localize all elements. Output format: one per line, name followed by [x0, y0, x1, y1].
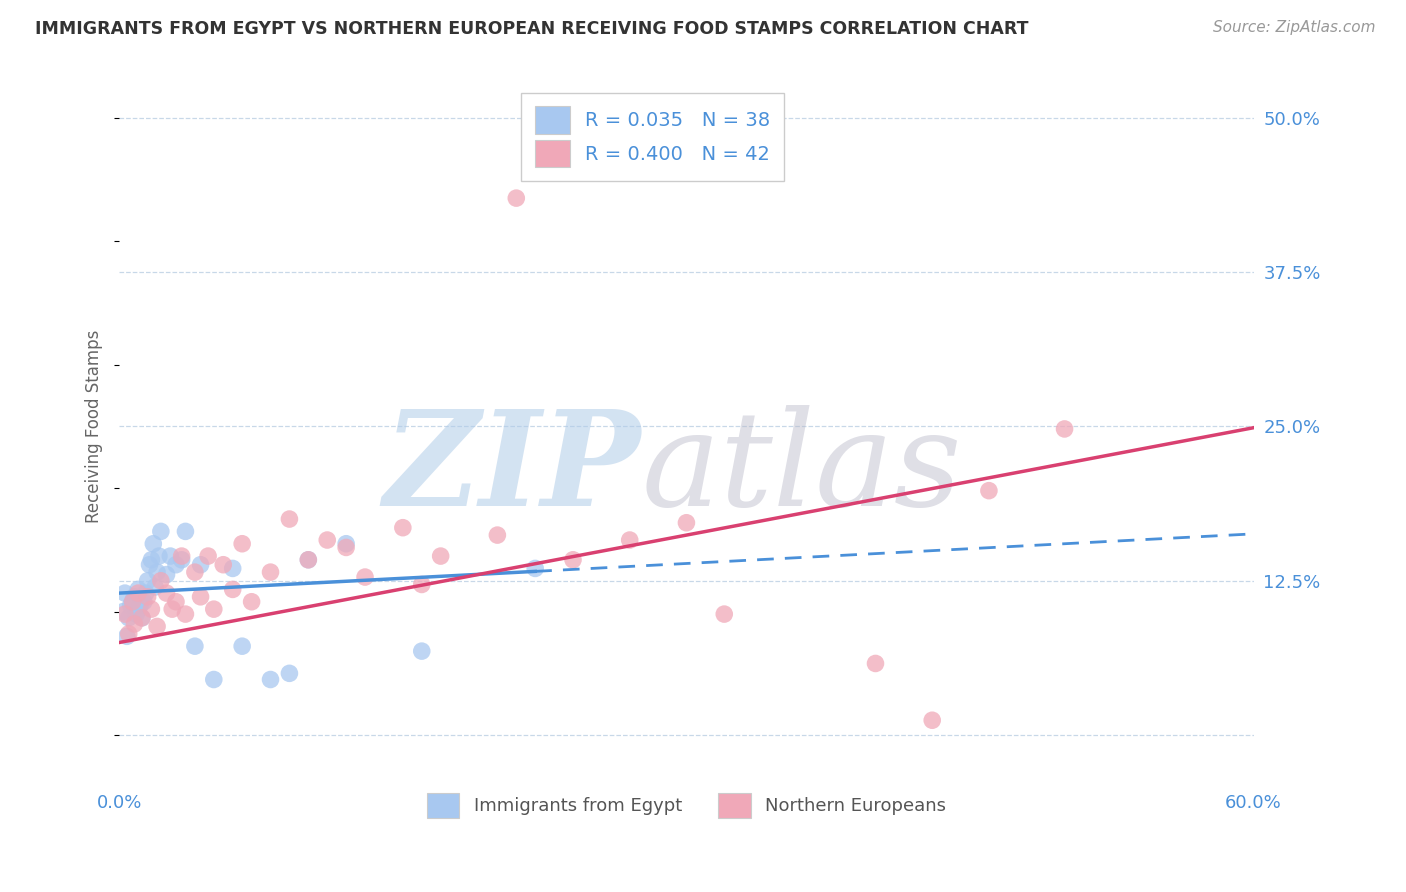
- Point: [190, 590, 212, 604]
- Legend: Immigrants from Egypt, Northern Europeans: Immigrants from Egypt, Northern European…: [419, 786, 953, 825]
- Point: [174, 607, 197, 621]
- Point: [131, 611, 153, 625]
- Point: [562, 553, 585, 567]
- Point: [118, 611, 141, 625]
- Point: [278, 512, 301, 526]
- Point: [202, 673, 225, 687]
- Point: [160, 602, 183, 616]
- Y-axis label: Receiving Food Stamps: Receiving Food Stamps: [86, 330, 103, 524]
- Point: [505, 191, 527, 205]
- Point: [240, 595, 263, 609]
- Point: [524, 561, 547, 575]
- Point: [411, 577, 433, 591]
- Point: [335, 537, 357, 551]
- Text: Source: ZipAtlas.com: Source: ZipAtlas.com: [1212, 20, 1375, 35]
- Point: [921, 713, 943, 727]
- Point: [127, 586, 149, 600]
- Point: [155, 586, 177, 600]
- Point: [259, 673, 281, 687]
- Point: [149, 524, 172, 539]
- Point: [120, 599, 142, 613]
- Point: [136, 590, 159, 604]
- Point: [231, 639, 253, 653]
- Point: [297, 553, 319, 567]
- Point: [713, 607, 735, 621]
- Point: [411, 644, 433, 658]
- Point: [142, 537, 165, 551]
- Point: [165, 558, 187, 572]
- Point: [121, 595, 143, 609]
- Point: [202, 602, 225, 616]
- Point: [115, 629, 138, 643]
- Point: [129, 599, 152, 613]
- Point: [297, 553, 319, 567]
- Point: [170, 553, 193, 567]
- Point: [190, 558, 212, 572]
- Point: [429, 549, 451, 563]
- Point: [141, 602, 163, 616]
- Point: [136, 574, 159, 588]
- Point: [335, 541, 357, 555]
- Point: [170, 549, 193, 563]
- Point: [977, 483, 1000, 498]
- Point: [155, 567, 177, 582]
- Point: [354, 570, 377, 584]
- Point: [619, 533, 641, 547]
- Point: [197, 549, 219, 563]
- Point: [132, 595, 155, 609]
- Point: [127, 582, 149, 597]
- Point: [159, 549, 181, 563]
- Point: [121, 595, 143, 609]
- Point: [149, 574, 172, 588]
- Point: [138, 558, 160, 572]
- Point: [231, 537, 253, 551]
- Point: [184, 565, 207, 579]
- Point: [486, 528, 509, 542]
- Text: IMMIGRANTS FROM EGYPT VS NORTHERN EUROPEAN RECEIVING FOOD STAMPS CORRELATION CHA: IMMIGRANTS FROM EGYPT VS NORTHERN EUROPE…: [35, 20, 1029, 37]
- Point: [114, 607, 136, 621]
- Point: [865, 657, 887, 671]
- Point: [143, 580, 166, 594]
- Text: atlas: atlas: [641, 405, 962, 534]
- Point: [148, 549, 170, 563]
- Point: [118, 627, 141, 641]
- Point: [165, 595, 187, 609]
- Text: ZIP: ZIP: [384, 405, 641, 534]
- Point: [124, 617, 146, 632]
- Point: [278, 666, 301, 681]
- Point: [146, 619, 169, 633]
- Point: [1053, 422, 1076, 436]
- Point: [127, 602, 149, 616]
- Point: [222, 582, 245, 597]
- Point: [174, 524, 197, 539]
- Point: [124, 590, 146, 604]
- Point: [259, 565, 281, 579]
- Point: [112, 605, 135, 619]
- Point: [675, 516, 697, 530]
- Point: [131, 611, 153, 625]
- Point: [212, 558, 235, 572]
- Point: [316, 533, 339, 547]
- Point: [392, 521, 415, 535]
- Point: [184, 639, 207, 653]
- Point: [146, 565, 169, 579]
- Point: [141, 553, 163, 567]
- Point: [222, 561, 245, 575]
- Point: [135, 586, 157, 600]
- Point: [125, 607, 148, 621]
- Point: [114, 586, 136, 600]
